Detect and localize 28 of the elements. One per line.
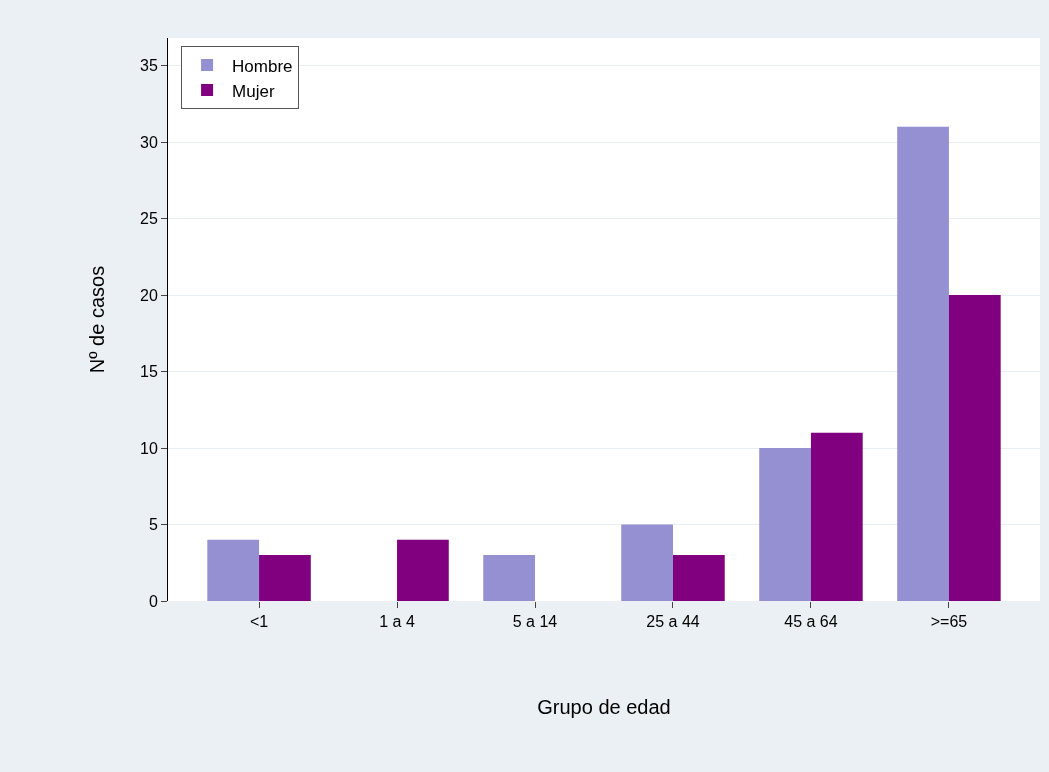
bar [759,448,811,601]
bar [483,555,536,601]
x-tick-label: 25 a 44 [646,613,700,631]
bar [897,126,949,601]
y-tick-label: 0 [148,592,158,610]
x-tick-label: 5 a 14 [512,613,558,631]
x-tick-label: 45 a 64 [784,613,838,631]
x-tick-label: >=65 [930,613,968,631]
y-tick-label: 30 [140,133,158,151]
y-axis-title: Nº de casos [85,265,108,374]
y-tick-label: 25 [140,210,158,228]
bar [621,524,673,601]
x-tick-label: 1 a 4 [379,613,415,631]
bar [672,555,725,601]
y-tick-label: 15 [140,363,158,381]
x-axis-title: Grupo de edad [537,695,671,718]
y-tick-label: 20 [140,286,158,304]
bar [810,432,863,601]
x-tick-label: <1 [249,613,269,631]
bar [397,539,449,601]
legend-label: Mujer [232,81,275,101]
legend-label: Hombre [232,56,293,76]
bar [207,539,260,601]
y-tick-label: 10 [140,439,158,457]
bar [259,555,311,601]
y-tick-label: 35 [140,57,158,75]
y-tick-label: 5 [148,516,158,534]
bar [948,295,1001,601]
